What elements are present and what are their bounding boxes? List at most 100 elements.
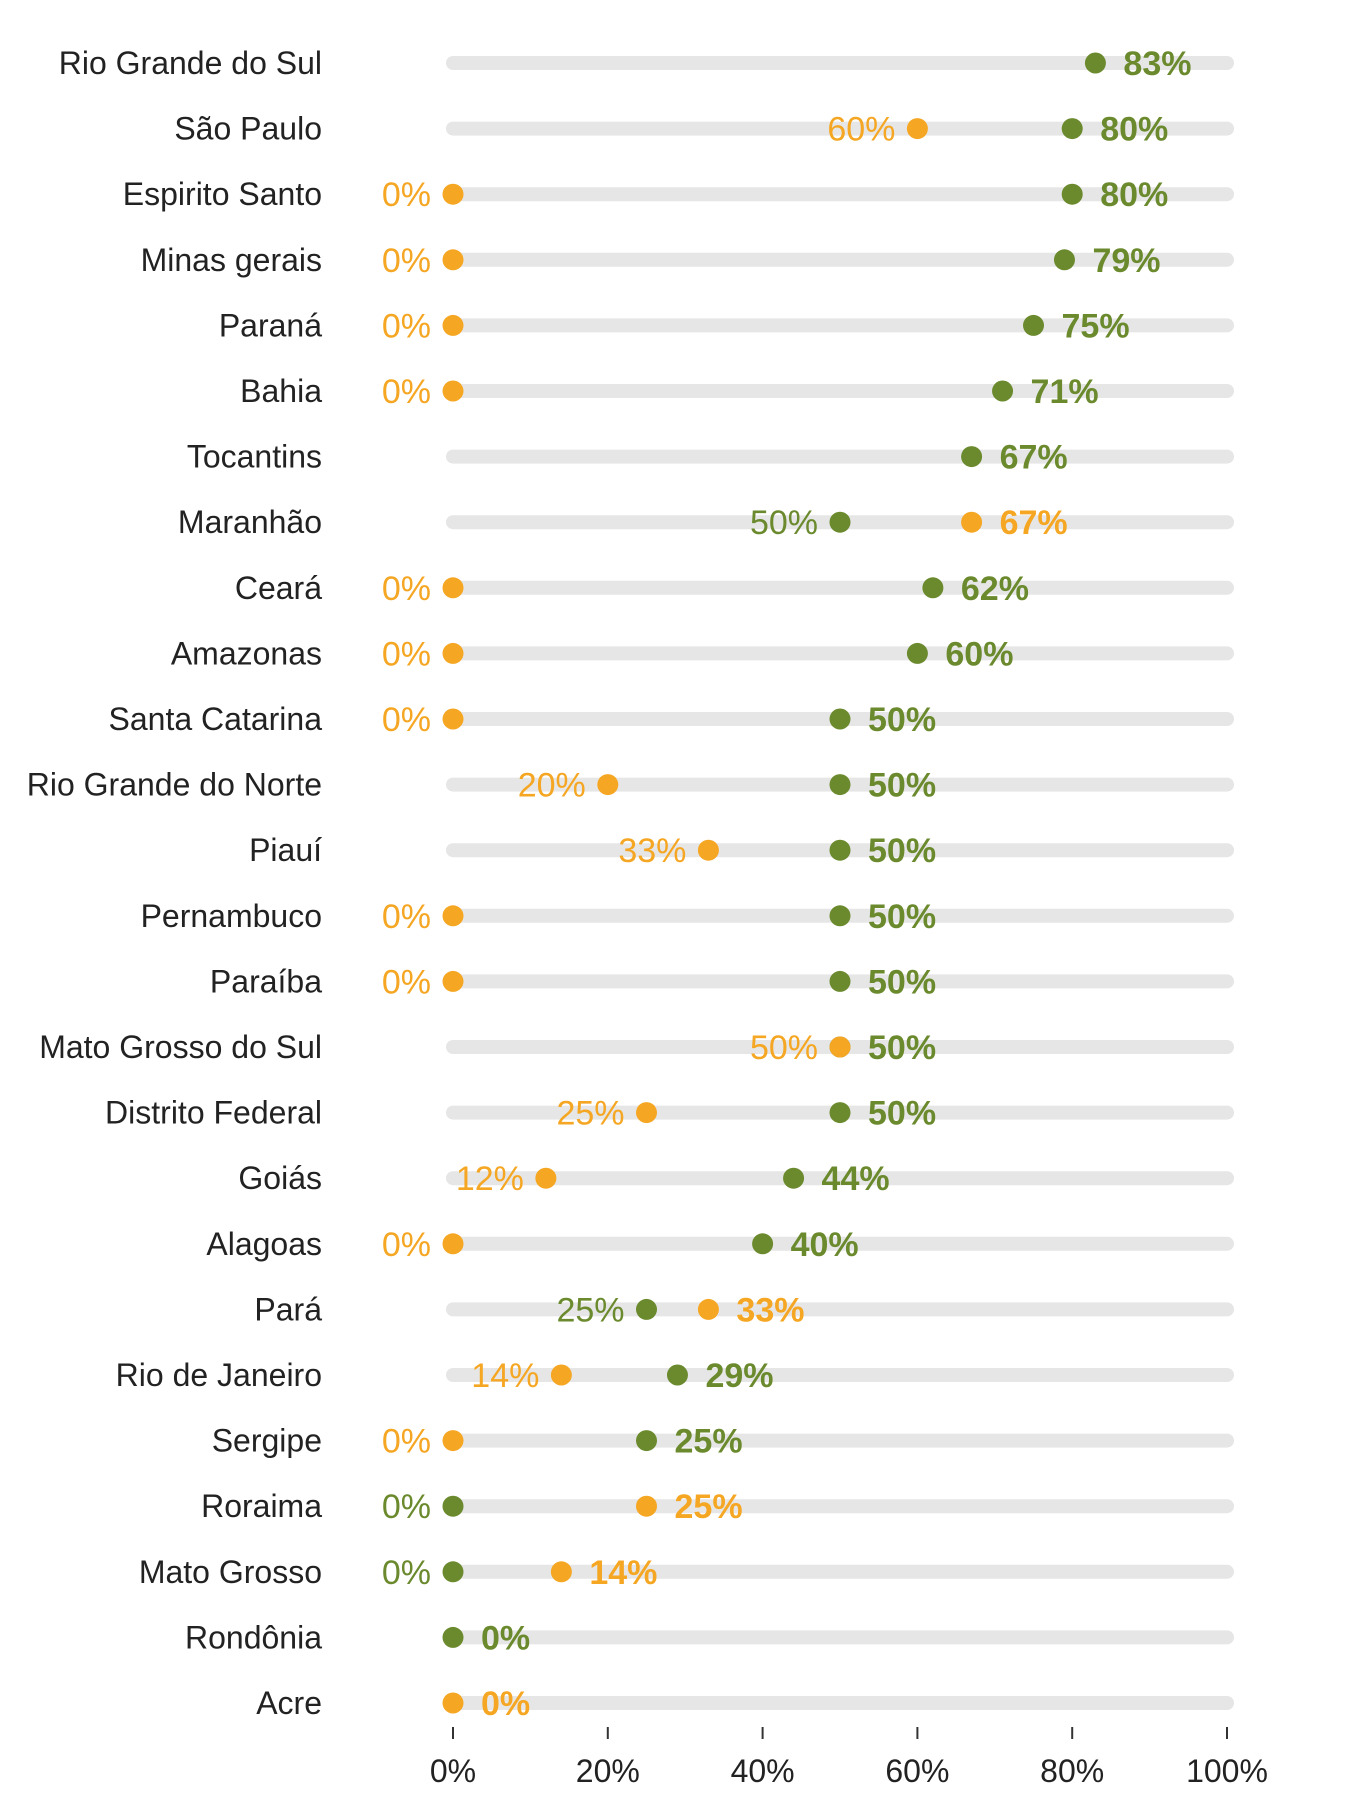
orange-value-label: 50% [750, 1029, 818, 1067]
green-point [442, 1561, 464, 1583]
orange-point [442, 970, 464, 992]
state-label: Pará [254, 1291, 322, 1327]
orange-value-label: 0% [382, 1423, 431, 1461]
orange-value-label: 0% [382, 963, 431, 1001]
orange-point [636, 1102, 657, 1124]
orange-value-label: 0% [382, 635, 431, 673]
green-point [1053, 249, 1075, 271]
orange-point [636, 1495, 657, 1517]
green-value-label: 44% [822, 1160, 890, 1198]
green-value-label: 50% [868, 701, 936, 739]
orange-value-label: 0% [481, 1685, 530, 1723]
orange-point [442, 380, 464, 402]
state-label: Rio Grande do Sul [59, 45, 322, 81]
green-value-label: 25% [556, 1291, 624, 1329]
state-label: Paraná [219, 307, 322, 343]
orange-point [442, 708, 464, 730]
state-label: Roraima [201, 1488, 322, 1524]
orange-value-label: 0% [382, 307, 431, 345]
state-label: Tocantins [187, 439, 322, 475]
orange-value-label: 14% [589, 1554, 657, 1592]
green-value-label: 50% [868, 898, 936, 936]
green-point [829, 1102, 851, 1124]
x-tick-label: 0% [430, 1753, 476, 1789]
green-point [992, 380, 1014, 402]
green-value-label: 50% [868, 832, 936, 870]
green-value-label: 40% [791, 1226, 859, 1264]
state-label: Minas gerais [141, 242, 322, 278]
orange-value-label: 0% [382, 701, 431, 739]
orange-point [442, 577, 464, 599]
green-value-label: 50% [868, 1095, 936, 1133]
orange-point [442, 183, 464, 205]
green-point [636, 1430, 657, 1452]
state-label: Acre [256, 1685, 322, 1721]
state-label: Espirito Santo [123, 176, 322, 212]
point-layer [442, 52, 1106, 1714]
green-point [442, 1495, 464, 1517]
green-point [961, 446, 983, 468]
orange-value-label: 33% [736, 1291, 804, 1329]
green-value-label: 75% [1062, 307, 1130, 345]
orange-value-label: 25% [675, 1488, 743, 1526]
state-label: Amazonas [171, 635, 322, 671]
orange-point [697, 1298, 719, 1320]
green-point [829, 905, 851, 927]
x-tick-label: 60% [885, 1753, 949, 1789]
green-point [666, 1364, 688, 1386]
green-value-label: 0% [481, 1619, 530, 1657]
state-label: Ceará [235, 570, 322, 606]
green-point [442, 1626, 464, 1648]
state-label: Rio de Janeiro [116, 1357, 322, 1393]
orange-value-label: 0% [382, 176, 431, 214]
state-label: São Paulo [174, 111, 322, 147]
state-label: Bahia [240, 373, 322, 409]
orange-point [961, 511, 983, 533]
orange-point [442, 642, 464, 664]
orange-point [550, 1561, 572, 1583]
orange-point [442, 1233, 464, 1255]
state-label: Santa Catarina [109, 701, 323, 737]
green-value-label: 25% [675, 1423, 743, 1461]
orange-value-label: 60% [827, 111, 895, 149]
state-label: Alagoas [206, 1226, 322, 1262]
green-point [906, 642, 928, 664]
orange-value-label: 0% [382, 242, 431, 280]
state-label: Rondônia [185, 1619, 322, 1655]
green-point [636, 1298, 657, 1320]
orange-value-label: 12% [456, 1160, 524, 1198]
state-label: Sergipe [212, 1423, 322, 1459]
green-value-label: 80% [1100, 176, 1168, 214]
state-label: Distrito Federal [105, 1095, 322, 1131]
orange-value-label: 25% [556, 1095, 624, 1133]
x-axis: 0% 20% 40% 60% 80% 100% [430, 1727, 1268, 1789]
green-value-label: 60% [945, 635, 1013, 673]
green-value-label: 71% [1031, 373, 1099, 411]
orange-point [442, 905, 464, 927]
orange-point [550, 1364, 572, 1386]
state-label: Mato Grosso [139, 1554, 322, 1590]
orange-value-label: 67% [1000, 504, 1068, 542]
orange-point [535, 1167, 557, 1189]
x-tick-label: 80% [1040, 1753, 1104, 1789]
state-label: Rio Grande do Norte [27, 767, 322, 803]
orange-point [697, 839, 719, 861]
orange-value-label: 0% [382, 570, 431, 608]
green-point [752, 1233, 774, 1255]
x-tick-label: 100% [1186, 1753, 1268, 1789]
green-point [829, 511, 851, 533]
state-label: Pernambuco [141, 898, 322, 934]
state-label: Goiás [238, 1160, 322, 1196]
orange-value-label: 0% [382, 898, 431, 936]
green-point [829, 708, 851, 730]
green-value-label: 79% [1092, 242, 1160, 280]
orange-value-label: 0% [382, 1226, 431, 1264]
green-point [1061, 183, 1083, 205]
state-label: Paraíba [210, 963, 322, 999]
state-label-layer: Rio Grande do Sul São Paulo Espirito Santo… [27, 45, 322, 1721]
green-point [1061, 118, 1083, 140]
state-label: Mato Grosso do Sul [39, 1029, 322, 1065]
green-value-label: 62% [961, 570, 1029, 608]
green-value-label: 80% [1100, 111, 1168, 149]
